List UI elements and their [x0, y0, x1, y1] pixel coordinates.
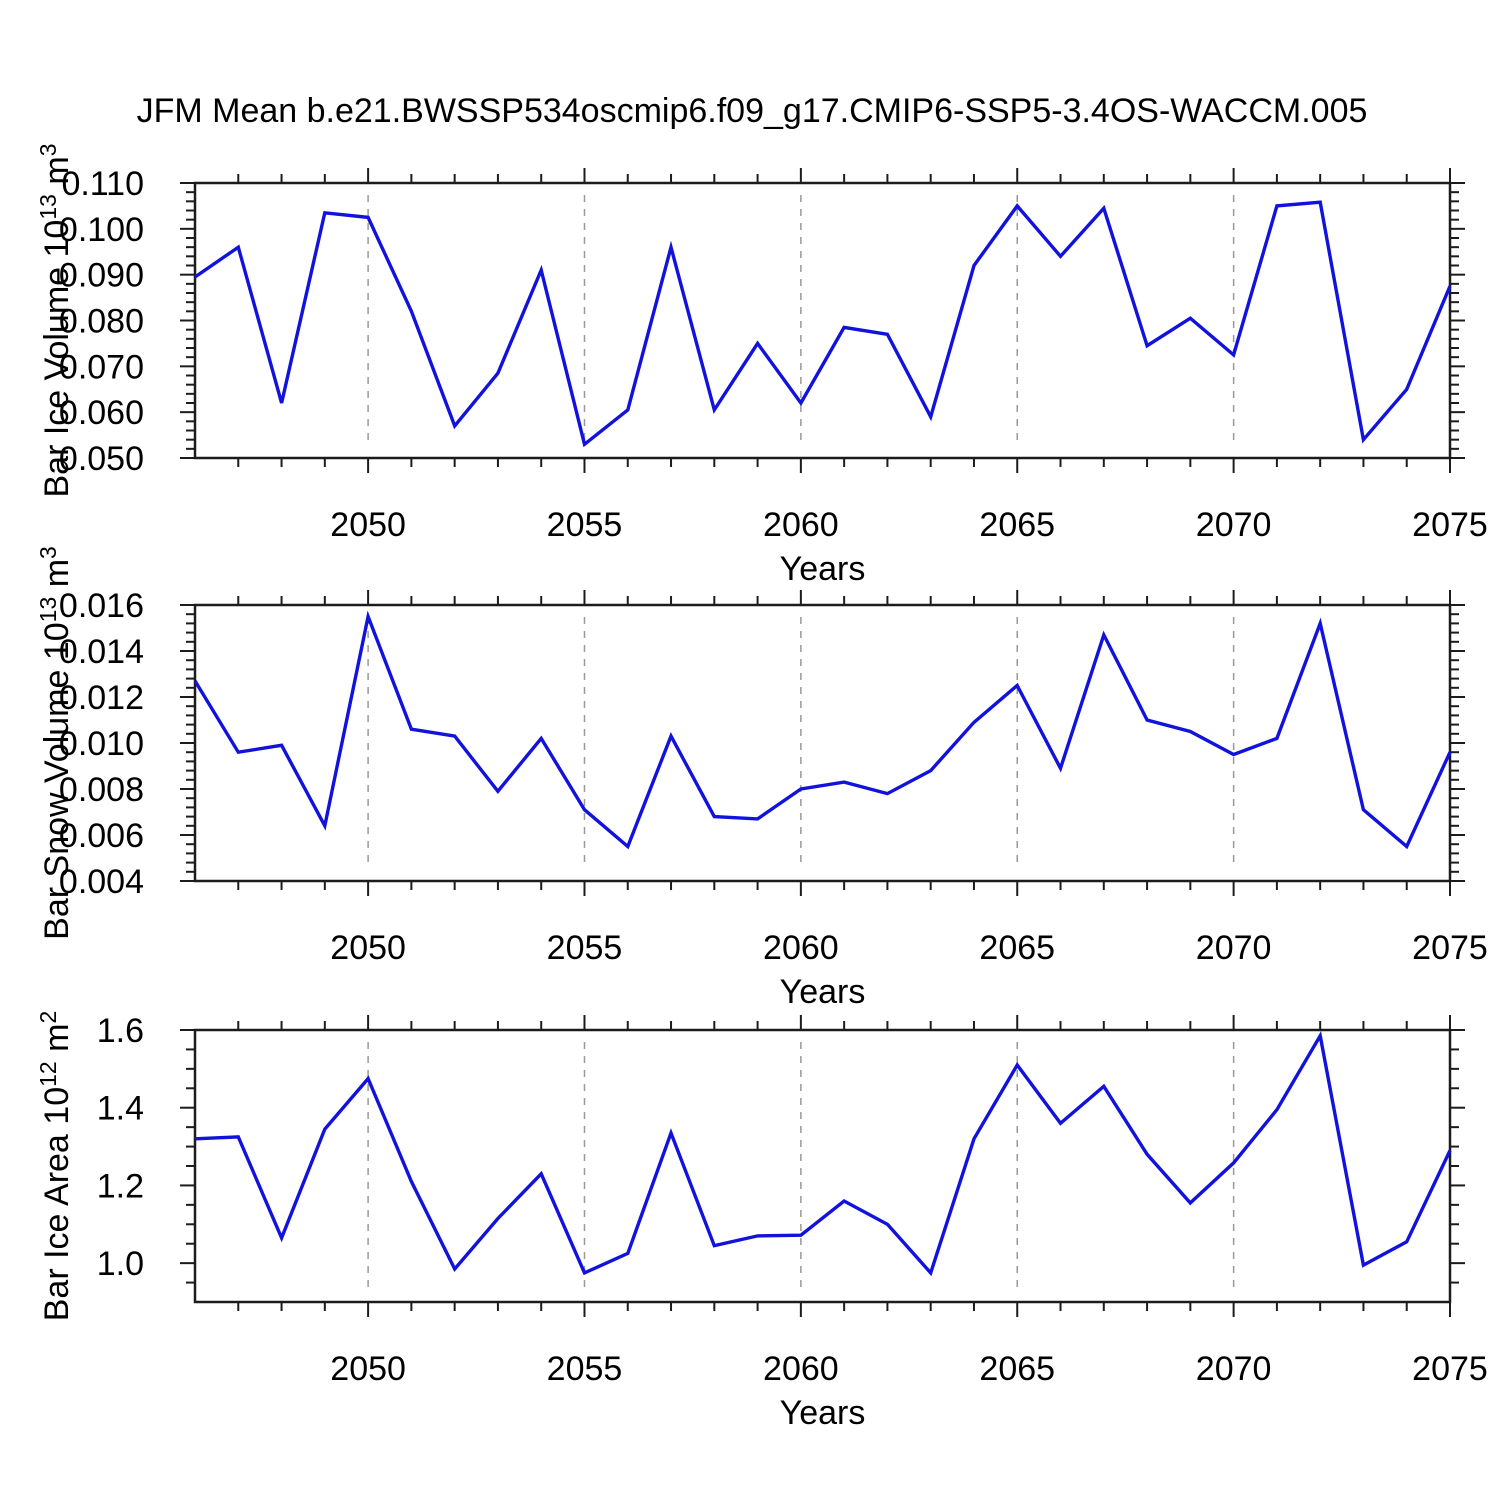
x-tick-label: 2050: [330, 1350, 406, 1388]
x-tick-label: 2060: [763, 1350, 839, 1388]
y-tick-label: 1.4: [97, 1090, 144, 1128]
x-tick-label: 2060: [763, 929, 839, 967]
x-tick-label: 2055: [547, 1350, 623, 1388]
y-tick-label: 0.070: [59, 348, 144, 386]
x-axis-title: Years: [780, 973, 866, 1011]
plot-frame: [193, 181, 1452, 460]
y-tick-label: 1.6: [97, 1012, 144, 1050]
bar-ice-area-chart: 1.6 1.4 1.2 1.0 2050 2055 2060 2065 2070 2075 Year…: [35, 1011, 1488, 1432]
y-tick-label: 0.050: [59, 440, 144, 478]
x-tick-label: 2060: [763, 506, 839, 544]
y-tick-label: 0.012: [59, 679, 144, 717]
x-axis-title: Years: [780, 550, 866, 588]
x-tick-label: 2075: [1412, 1350, 1488, 1388]
plot-frame: [193, 603, 1452, 883]
chart-title: JFM Mean b.e21.BWSSP534oscmip6.f09_g17.C…: [137, 92, 1368, 130]
data-line: [194, 1031, 1452, 1277]
y-axis-title: Bar Ice Area 1012 m2: [35, 1011, 76, 1322]
x-tick-label: 2075: [1412, 506, 1488, 544]
x-tick-label: 2050: [330, 506, 406, 544]
x-tick-label: 2050: [330, 929, 406, 967]
y-tick-label: 1.0: [97, 1245, 144, 1283]
x-tick-label: 2070: [1196, 1350, 1272, 1388]
y-axis-title: Bar Snow Volume 1013 m3: [35, 546, 76, 940]
x-tick-label: 2065: [979, 1350, 1055, 1388]
data-line: [194, 200, 1452, 448]
y-tick-label: 0.016: [59, 587, 144, 625]
x-tick-label: 2055: [547, 506, 623, 544]
y-tick-label: 0.080: [59, 303, 144, 341]
y-tick-label: 0.100: [59, 211, 144, 249]
y-tick-label: 0.010: [59, 725, 144, 763]
x-tick-label: 2065: [979, 929, 1055, 967]
bar-snow-volume-chart: 0.016 0.014 0.012 0.010 0.008 0.006 0.004 2050 2…: [35, 546, 1488, 1011]
x-tick-label: 2075: [1412, 929, 1488, 967]
y-tick-label: 0.110: [61, 165, 144, 203]
data-line: [193, 610, 1452, 850]
y-tick-label: 0.014: [59, 633, 144, 671]
y-tick-label: 0.006: [59, 817, 144, 855]
plot-frame: [193, 1028, 1452, 1304]
y-axis-title: Bar Ice Volume 1013 m3: [35, 144, 76, 498]
x-axis-title: Years: [780, 1394, 866, 1432]
bar-ice-volume-chart: 0.110 0.100 0.090 0.080 0.070 0.060 0.050 2050 2…: [35, 144, 1488, 589]
y-tick-label: 0.008: [59, 771, 144, 809]
y-tick-label: 0.060: [59, 394, 144, 432]
y-tick-label: 0.090: [59, 257, 144, 295]
y-tick-label: 1.2: [97, 1167, 144, 1205]
x-tick-label: 2055: [547, 929, 623, 967]
x-tick-label: 2065: [979, 506, 1055, 544]
x-tick-label: 2070: [1196, 506, 1272, 544]
y-tick-label: 0.004: [59, 863, 144, 901]
x-tick-label: 2070: [1196, 929, 1272, 967]
